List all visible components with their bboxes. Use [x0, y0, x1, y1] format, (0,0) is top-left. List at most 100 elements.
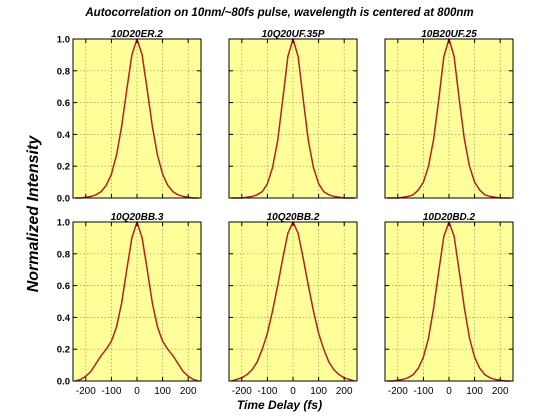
x-tick-label: 0 [134, 386, 140, 397]
x-tick-label: -200 [388, 386, 408, 397]
plot-background [229, 222, 357, 381]
data-point [463, 307, 465, 309]
x-axis-label: Time Delay (fs) [236, 398, 323, 412]
data-point [131, 54, 133, 56]
data-point [156, 326, 159, 328]
data-point [479, 189, 481, 191]
data-point [307, 285, 309, 287]
x-tick-label: 100 [310, 386, 327, 397]
data-point [438, 98, 440, 101]
x-tick-label: -100 [101, 386, 121, 397]
data-point [297, 55, 299, 58]
data-point [427, 165, 430, 167]
y-tick-label: 0.0 [57, 194, 70, 205]
x-tick-label: 0 [290, 386, 296, 397]
data-point [256, 361, 258, 363]
data-point [172, 354, 174, 357]
data-point [85, 375, 87, 377]
data-point [100, 354, 102, 357]
data-point [484, 194, 486, 196]
data-point [287, 55, 289, 58]
data-point [121, 302, 123, 304]
data-point [192, 378, 194, 381]
data-point [312, 167, 315, 169]
x-tick-label: -200 [76, 386, 96, 397]
data-point [489, 377, 491, 379]
data-point [131, 237, 133, 239]
plot-background [385, 39, 513, 198]
data-point [328, 194, 330, 196]
data-point [177, 362, 179, 365]
data-point [433, 307, 435, 309]
data-point [256, 194, 258, 196]
data-point [302, 257, 304, 260]
data-point [412, 194, 414, 196]
data-point [251, 195, 253, 198]
x-tick-label: 200 [180, 386, 197, 397]
data-point [323, 348, 325, 350]
subplot-1: 0.0 0.2 0.4 0.6 0.8 1.0 10D20ER.2 [57, 29, 202, 205]
data-point [438, 270, 440, 272]
data-point [146, 269, 148, 271]
data-point [167, 348, 169, 350]
data-point [141, 237, 143, 239]
data-point [162, 173, 164, 175]
data-point [407, 195, 409, 198]
data-point [121, 125, 123, 128]
data-point [182, 370, 184, 373]
data-point [100, 191, 102, 193]
data-point [474, 356, 476, 358]
data-point [333, 195, 335, 198]
subplot-title: 10D20BD.2 [423, 212, 476, 223]
data-point [328, 361, 330, 363]
data-point [458, 270, 460, 272]
data-point [277, 285, 279, 287]
data-point [302, 98, 304, 101]
x-tick-label: 200 [336, 386, 353, 397]
data-point [95, 194, 97, 196]
data-point [126, 269, 128, 271]
data-point [453, 235, 455, 237]
data-point [453, 55, 455, 58]
y-tick-label: 0.0 [57, 377, 70, 388]
data-point [110, 340, 112, 342]
data-point [271, 310, 274, 312]
data-point [433, 138, 435, 140]
y-tick-label: 0.4 [57, 313, 71, 324]
data-point [494, 378, 496, 381]
subplot-5: -200 -100 0 100 200 10Q20BB.2 [228, 212, 358, 397]
data-point [105, 348, 107, 350]
data-point [115, 154, 118, 156]
data-point [282, 98, 284, 101]
data-point [282, 257, 284, 260]
subplot-3: 10B20UF.25 [384, 29, 514, 199]
data-point [458, 98, 460, 101]
data-point [422, 181, 424, 183]
subplot-title: 10Q20BB.3 [111, 212, 164, 223]
data-point [172, 191, 174, 193]
data-point [318, 332, 320, 334]
x-tick-label: 100 [466, 386, 483, 397]
data-point [312, 310, 315, 312]
data-point [443, 235, 445, 237]
data-point [236, 378, 238, 381]
data-point [187, 375, 189, 377]
data-point [479, 367, 481, 369]
data-point [484, 374, 486, 376]
data-point [246, 374, 248, 376]
data-point [126, 89, 128, 91]
data-point [277, 140, 279, 142]
data-point [333, 369, 335, 371]
data-point [297, 232, 299, 234]
data-point [151, 302, 153, 304]
x-tick-label: -100 [413, 386, 433, 397]
subplot-title: 10D20ER.2 [111, 29, 163, 40]
data-point [468, 165, 471, 167]
data-point [80, 378, 82, 381]
data-point [468, 337, 471, 339]
data-point [443, 55, 445, 58]
data-point [266, 332, 268, 334]
x-tick-label: -200 [232, 386, 252, 397]
